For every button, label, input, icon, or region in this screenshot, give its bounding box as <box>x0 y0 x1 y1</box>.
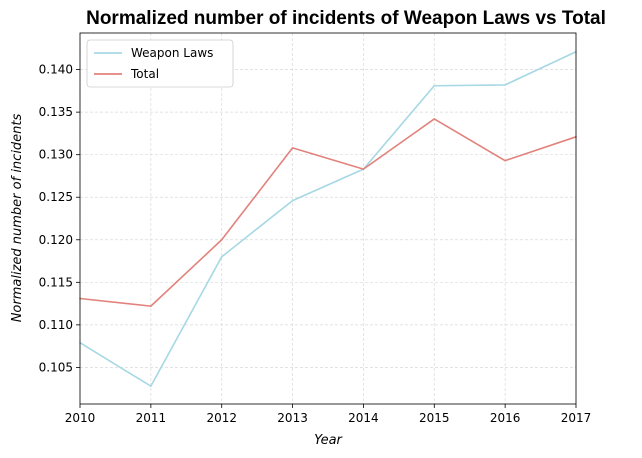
data-point-total <box>362 168 365 170</box>
data-point-total <box>220 238 223 241</box>
chart-title: Normalized number of incidents of Weapon… <box>86 8 606 29</box>
legend: Weapon Laws Total <box>86 39 234 88</box>
y-tick-label: 0.105 <box>39 360 73 374</box>
series-line-weapon-laws <box>79 50 577 387</box>
y-axis-label: Normalized number of incidents <box>10 113 25 322</box>
x-tick-label: 2016 <box>490 411 521 425</box>
y-tick-label: 0.140 <box>39 63 73 77</box>
x-tick-label: 2014 <box>348 411 379 425</box>
data-point-total <box>433 118 436 120</box>
legend-box <box>86 39 234 88</box>
data-point-weapon-laws <box>291 199 294 202</box>
data-point-total <box>291 147 294 149</box>
x-axis: 2010 2011 2012 2013 2014 2015 2016 2017 <box>65 404 592 425</box>
x-tick-label: 2017 <box>561 411 592 425</box>
series-lines <box>79 50 577 387</box>
x-tick-label: 2013 <box>277 411 308 425</box>
x-tick-label: 2010 <box>65 411 96 425</box>
legend-label-total: Total <box>130 67 159 81</box>
data-point-weapon-laws <box>504 84 506 86</box>
data-point-weapon-laws <box>433 84 436 87</box>
y-axis: 0.105 0.110 0.115 0.120 0.125 0.130 0.135 0.140 <box>39 63 80 374</box>
data-point-total <box>150 305 152 307</box>
grid-layer <box>79 33 577 404</box>
legend-label-weapon-laws: Weapon Laws <box>131 46 213 60</box>
y-tick-label: 0.115 <box>39 275 73 289</box>
x-axis-label: Year <box>314 433 343 448</box>
x-tick-label: 2015 <box>419 411 450 425</box>
y-tick-label: 0.120 <box>39 233 73 247</box>
data-point-weapon-laws <box>150 385 152 387</box>
y-tick-label: 0.135 <box>39 105 73 119</box>
plot-frame <box>79 32 577 405</box>
x-tick-label: 2012 <box>206 411 237 425</box>
y-tick-label: 0.125 <box>39 190 73 204</box>
data-point-total <box>504 159 506 162</box>
series-line-total <box>79 118 577 307</box>
data-point-weapon-laws <box>220 255 223 258</box>
y-tick-label: 0.130 <box>39 148 73 162</box>
y-tick-label: 0.110 <box>39 318 73 332</box>
x-tick-label: 2011 <box>136 411 167 425</box>
